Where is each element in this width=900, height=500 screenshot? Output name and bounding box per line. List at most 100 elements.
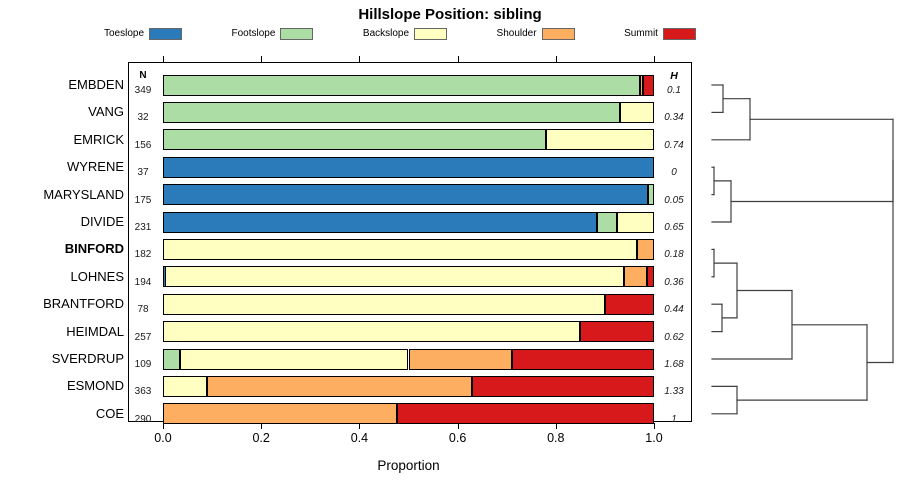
legend-item-toeslope: Toeslope: [104, 27, 183, 40]
bar-segment-shoulder: [163, 403, 397, 425]
n-value: 109: [134, 359, 152, 370]
bar-segment-backslope: [180, 348, 409, 370]
bar-segment-shoulder: [636, 238, 654, 260]
bar-segment-backslope: [164, 266, 625, 288]
h-value: 1.33: [664, 386, 684, 398]
legend-item-summit: Summit: [624, 27, 696, 40]
axis-tick: [555, 56, 557, 62]
h-value: 0.62: [664, 331, 684, 343]
bar-segment-footslope: [163, 129, 546, 151]
legend-item-backslope: Backslope: [362, 27, 448, 40]
legend-label: Backslope: [362, 28, 410, 39]
legend-item-shoulder: Shoulder: [496, 27, 575, 40]
row-label-embden: EMBDEN: [68, 77, 124, 92]
tick-label: 0.6: [448, 431, 467, 445]
row-label-sverdrup: SVERDRUP: [51, 351, 124, 366]
x-axis-label: Proportion: [377, 458, 440, 473]
tick-label: 0.8: [547, 431, 565, 445]
bar-segment-footslope: [163, 348, 181, 370]
legend-label: Shoulder: [496, 28, 537, 39]
bar-segment-summit: [396, 403, 654, 425]
n-value: 156: [134, 139, 152, 151]
n-value: 349: [134, 85, 152, 96]
row-label-divide: DIVIDE: [80, 214, 124, 229]
bar-segment-shoulder: [408, 348, 512, 370]
row-label-brantford: BRANTFORD: [43, 296, 124, 312]
bar-segment-summit: [646, 266, 654, 288]
bar-segment-summit: [580, 321, 654, 343]
legend-label: Summit: [624, 28, 658, 39]
legend-label: Footslope: [231, 28, 276, 39]
n-value: 290: [134, 413, 152, 425]
n-value: 37: [137, 167, 149, 179]
bar-segment-toeslope: [163, 156, 654, 178]
n-value: 32: [137, 112, 149, 124]
n-column-header: N: [139, 70, 147, 81]
h-value: 0.44: [664, 304, 684, 316]
legend-swatch-shoulder: [541, 27, 575, 40]
row-label-esmond: ESMOND: [66, 378, 124, 394]
axis-tick: [261, 56, 263, 62]
n-value: 182: [134, 249, 152, 261]
chart-title: Hillslope Position: sibling: [358, 6, 542, 23]
h-value: 0.1: [667, 85, 681, 96]
h-value: 0.34: [664, 112, 684, 124]
axis-tick: [457, 56, 459, 62]
legend-swatch-footslope: [280, 27, 314, 40]
legend-item-footslope: Footslope: [231, 27, 314, 40]
bar-segment-footslope: [163, 74, 641, 96]
bar-segment-backslope: [619, 101, 654, 123]
h-value: 0.74: [664, 139, 684, 151]
legend: Toeslope Footslope Backslope Shoulder Summit: [104, 26, 696, 41]
h-value: 1: [671, 413, 677, 425]
n-value: 363: [134, 386, 152, 398]
h-value: 0.36: [664, 276, 684, 288]
n-value: 78: [137, 304, 149, 316]
row-label-binford: BINFORD: [64, 241, 124, 257]
h-value: 0.05: [664, 194, 684, 206]
bar-segment-backslope: [163, 293, 605, 315]
bar-segment-shoulder: [207, 375, 473, 397]
tick-label: 1.0: [645, 431, 663, 445]
axis-tick: [359, 423, 361, 429]
axis-tick: [457, 423, 459, 429]
bar-segment-footslope: [163, 101, 620, 123]
axis-tick: [654, 56, 655, 62]
bar-segment-summit: [472, 375, 654, 397]
legend-label: Toeslope: [104, 28, 145, 39]
bar-segment-backslope: [617, 211, 654, 233]
h-column-header: H: [670, 70, 678, 82]
row-label-lohnes: LOHNES: [70, 268, 124, 284]
row-label-wyrene: WYRENE: [66, 159, 124, 175]
h-value: 0.18: [664, 249, 684, 261]
n-value: 194: [134, 276, 152, 288]
bar-segment-summit: [511, 348, 654, 370]
h-value: 0: [671, 167, 677, 179]
n-value: 231: [134, 222, 152, 233]
row-label-vang: VANG: [88, 104, 124, 120]
axis-tick: [654, 423, 655, 429]
h-value: 1.68: [664, 359, 684, 370]
legend-swatch-toeslope: [149, 27, 183, 40]
row-label-marysland: MARYSLAND: [43, 186, 124, 202]
legend-swatch-summit: [662, 27, 696, 40]
row-label-emrick: EMRICK: [73, 131, 124, 147]
bar-segment-summit: [643, 74, 654, 96]
bar-segment-backslope: [163, 321, 581, 343]
bar-segment-toeslope: [163, 184, 649, 206]
axis-tick: [359, 56, 361, 62]
bar-segment-toeslope: [163, 211, 597, 233]
n-value: 175: [134, 194, 152, 206]
bar-segment-summit: [604, 293, 654, 315]
legend-swatch-backslope: [414, 27, 448, 40]
tick-label: 0.2: [252, 431, 270, 445]
axis-tick: [163, 56, 164, 62]
tick-label: 0.4: [350, 431, 369, 445]
bar-segment-backslope: [545, 129, 654, 151]
axis-tick: [163, 423, 164, 429]
bar-segment-shoulder: [624, 266, 647, 288]
h-value: 0.65: [664, 222, 684, 233]
axis-tick: [555, 423, 557, 429]
axis-tick: [261, 423, 263, 429]
